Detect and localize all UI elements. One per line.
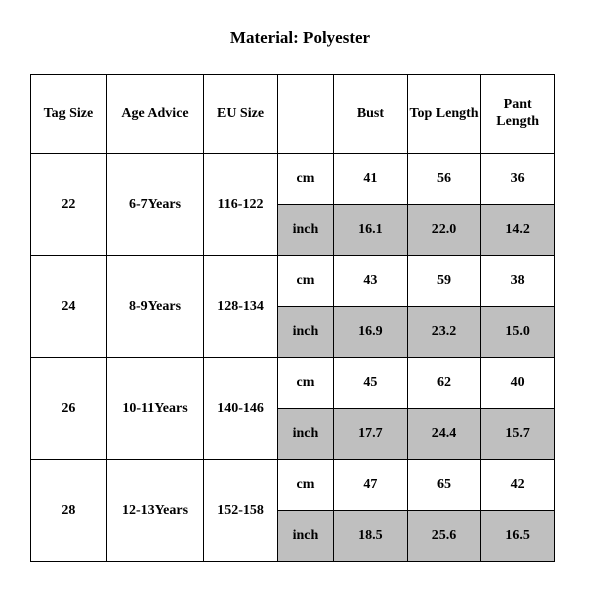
cell-bust-inch: 16.9 — [334, 307, 408, 358]
cell-bust-inch: 16.1 — [334, 205, 408, 256]
cell-top-inch: 23.2 — [407, 307, 481, 358]
cell-unit-cm: cm — [277, 358, 333, 409]
cell-unit-cm: cm — [277, 460, 333, 511]
cell-bust-cm: 47 — [334, 460, 408, 511]
cell-eu: 140-146 — [204, 358, 278, 460]
cell-pant-cm: 38 — [481, 256, 555, 307]
cell-pant-inch: 15.0 — [481, 307, 555, 358]
cell-top-cm: 59 — [407, 256, 481, 307]
cell-top-inch: 25.6 — [407, 511, 481, 562]
page-title: Material: Polyester — [0, 28, 600, 48]
cell-bust-cm: 45 — [334, 358, 408, 409]
table-row: 22 6-7Years 116-122 cm 41 56 36 — [31, 154, 555, 205]
cell-top-inch: 24.4 — [407, 409, 481, 460]
table-row: 26 10-11Years 140-146 cm 45 62 40 — [31, 358, 555, 409]
cell-tag: 24 — [31, 256, 107, 358]
table-header-row: Tag Size Age Advice EU Size Bust Top Len… — [31, 75, 555, 154]
cell-eu: 116-122 — [204, 154, 278, 256]
cell-unit-inch: inch — [277, 307, 333, 358]
cell-unit-cm: cm — [277, 256, 333, 307]
col-top-length: Top Length — [407, 75, 481, 154]
cell-eu: 128-134 — [204, 256, 278, 358]
cell-pant-cm: 36 — [481, 154, 555, 205]
cell-pant-inch: 16.5 — [481, 511, 555, 562]
cell-top-cm: 62 — [407, 358, 481, 409]
table-row: 28 12-13Years 152-158 cm 47 65 42 — [31, 460, 555, 511]
cell-unit-inch: inch — [277, 409, 333, 460]
cell-bust-inch: 18.5 — [334, 511, 408, 562]
cell-unit-inch: inch — [277, 205, 333, 256]
cell-age: 10-11Years — [106, 358, 203, 460]
cell-tag: 28 — [31, 460, 107, 562]
size-table: Tag Size Age Advice EU Size Bust Top Len… — [30, 74, 555, 562]
col-bust: Bust — [334, 75, 408, 154]
cell-tag: 22 — [31, 154, 107, 256]
cell-unit-inch: inch — [277, 511, 333, 562]
table-row: 24 8-9Years 128-134 cm 43 59 38 — [31, 256, 555, 307]
cell-bust-inch: 17.7 — [334, 409, 408, 460]
cell-pant-inch: 15.7 — [481, 409, 555, 460]
col-eu-size: EU Size — [204, 75, 278, 154]
cell-tag: 26 — [31, 358, 107, 460]
cell-bust-cm: 41 — [334, 154, 408, 205]
size-table-wrap: Tag Size Age Advice EU Size Bust Top Len… — [30, 74, 555, 562]
cell-pant-cm: 40 — [481, 358, 555, 409]
col-age-advice: Age Advice — [106, 75, 203, 154]
cell-age: 8-9Years — [106, 256, 203, 358]
cell-top-cm: 65 — [407, 460, 481, 511]
cell-top-inch: 22.0 — [407, 205, 481, 256]
col-unit — [277, 75, 333, 154]
cell-eu: 152-158 — [204, 460, 278, 562]
cell-bust-cm: 43 — [334, 256, 408, 307]
cell-pant-cm: 42 — [481, 460, 555, 511]
cell-top-cm: 56 — [407, 154, 481, 205]
cell-age: 12-13Years — [106, 460, 203, 562]
col-pant-length: Pant Length — [481, 75, 555, 154]
col-tag-size: Tag Size — [31, 75, 107, 154]
page: Material: Polyester Tag Size Age Advice … — [0, 0, 600, 600]
cell-age: 6-7Years — [106, 154, 203, 256]
cell-pant-inch: 14.2 — [481, 205, 555, 256]
cell-unit-cm: cm — [277, 154, 333, 205]
